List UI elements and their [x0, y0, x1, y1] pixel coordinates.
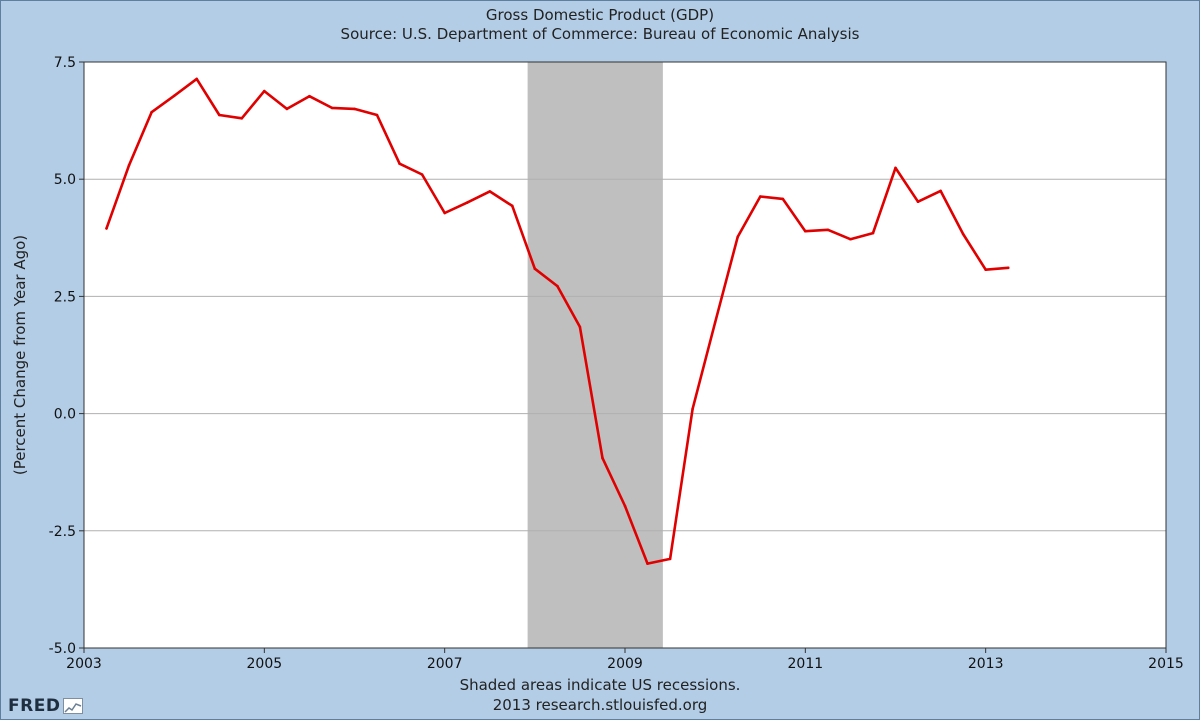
y-axis-ticks: -5.0 -2.5 0.0 2.5 5.0 7.5: [49, 55, 84, 657]
data-point: [826, 228, 830, 232]
data-point: [578, 325, 582, 329]
x-tick-label: 2013: [968, 656, 1004, 672]
y-tick-label: 2.5: [54, 289, 76, 305]
data-point: [285, 107, 289, 111]
y-tick-label: -5.0: [49, 641, 76, 657]
data-point: [736, 235, 739, 239]
chart-title: Gross Domestic Product (GDP): [485, 6, 715, 24]
data-point: [420, 173, 424, 176]
data-point: [1006, 266, 1010, 270]
recession-band-0: [527, 62, 663, 648]
x-tick-label: 2007: [427, 656, 463, 672]
data-point: [984, 268, 987, 272]
data-point: [759, 195, 762, 198]
y-tick-label: 0.0: [54, 407, 76, 423]
data-point: [172, 94, 176, 98]
x-axis-ticks: 2003 2005 2007 2009 2011 2013 2015: [66, 648, 1184, 672]
data-point: [240, 117, 244, 120]
data-point: [894, 166, 897, 170]
data-point: [601, 456, 604, 460]
data-point: [556, 284, 559, 288]
data-point: [398, 162, 401, 165]
data-point: [465, 201, 469, 204]
fred-logo[interactable]: FRED: [8, 696, 84, 716]
data-point: [916, 200, 920, 203]
data-point: [105, 227, 108, 230]
data-point: [713, 320, 717, 324]
data-point: [353, 107, 356, 111]
y-tick-label: 5.0: [54, 172, 76, 188]
data-point: [195, 77, 198, 81]
fred-logo-text: FRED: [8, 696, 61, 716]
data-point: [691, 407, 694, 411]
data-point: [804, 229, 807, 233]
data-point: [488, 190, 492, 193]
data-point: [849, 237, 852, 241]
data-point: [330, 106, 334, 110]
x-tick-label: 2015: [1148, 656, 1184, 672]
data-point: [127, 163, 131, 167]
data-point: [533, 267, 537, 271]
data-point: [218, 113, 221, 117]
data-point: [668, 557, 672, 561]
x-tick-label: 2005: [247, 656, 283, 672]
data-point: [623, 504, 627, 508]
source-credit[interactable]: 2013 research.stlouisfed.org: [492, 696, 708, 714]
gridlines-group: [84, 178, 1166, 532]
data-point: [781, 197, 785, 201]
data-point: [150, 110, 153, 114]
x-tick-label: 2009: [607, 656, 643, 672]
data-point: [263, 89, 266, 93]
y-tick-label: 7.5: [54, 55, 76, 71]
recession-note: Shaded areas indicate US recessions.: [459, 676, 741, 694]
y-axis-title: (Percent Change from Year Ago): [11, 235, 29, 475]
data-point: [961, 232, 965, 236]
data-point: [871, 231, 875, 235]
data-point: [443, 211, 447, 215]
data-point: [511, 204, 514, 208]
y-tick-label: -2.5: [49, 524, 76, 540]
data-point: [375, 113, 379, 117]
series-group: [105, 77, 1010, 565]
mini-chart-icon: [63, 698, 84, 714]
x-tick-label: 2011: [788, 656, 824, 672]
chart-subtitle: Source: U.S. Department of Commerce: Bur…: [340, 25, 860, 43]
data-point: [646, 562, 649, 565]
data-point: [939, 189, 942, 193]
x-tick-label: 2003: [66, 656, 102, 672]
recession-shading-group: [527, 62, 663, 648]
data-point: [308, 94, 311, 98]
